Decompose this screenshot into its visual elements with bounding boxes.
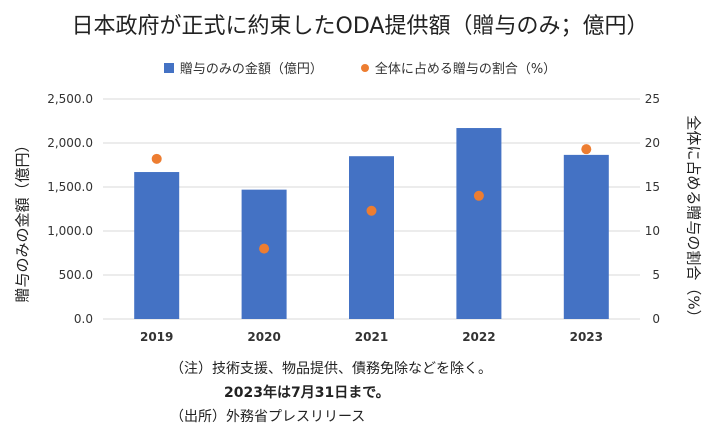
y-tick-label-right: 25 xyxy=(645,92,660,106)
y-tick-label-left: 0.0 xyxy=(74,312,93,326)
bar xyxy=(456,128,502,319)
x-tick-label: 2022 xyxy=(462,330,495,344)
legend-item-dots: 全体に占める贈与の割合（%） xyxy=(360,58,557,77)
legend-label-bars: 贈与のみの金額（億円） xyxy=(179,62,323,77)
y-tick-label-right: 10 xyxy=(645,224,660,238)
chart-title: 日本政府が正式に約束したODA提供額（贈与のみ；億円） xyxy=(71,14,649,39)
bar xyxy=(241,189,287,319)
scatter-point xyxy=(151,153,162,164)
y-tick-label-right: 5 xyxy=(652,268,660,282)
y-tick-label-left: 1,000.0 xyxy=(47,224,93,238)
y-tick-label-right: 15 xyxy=(645,180,660,194)
scatter-point xyxy=(366,205,377,216)
x-tick-label: 2020 xyxy=(247,330,280,344)
y-tick-label-left: 2,500.0 xyxy=(47,92,93,106)
scatter-point xyxy=(259,243,270,254)
x-tick-label: 2019 xyxy=(140,330,173,344)
bar xyxy=(349,156,394,319)
y-tick-label-left: 1,500.0 xyxy=(47,180,93,194)
y-tick-label-right: 20 xyxy=(645,136,660,150)
bar xyxy=(563,154,609,319)
note-exclusions: （注）技術支援、物品提供、債務免除などを除く。 xyxy=(170,361,492,377)
scatter-point xyxy=(473,190,484,201)
y-tick-label-right: 0 xyxy=(652,312,660,326)
y-tick-label-left: 2,000.0 xyxy=(47,136,93,150)
note-source: （出所）外務省プレスリリース xyxy=(170,409,366,425)
x-tick-label: 2021 xyxy=(355,330,388,344)
legend-swatch-dot xyxy=(360,63,369,72)
bar xyxy=(134,172,180,319)
chart-legend: 贈与のみの金額（億円） 全体に占める贈与の割合（%） xyxy=(0,58,720,77)
note-date: 2023年は7月31日まで。 xyxy=(224,385,390,401)
chart-notes: （注）技術支援、物品提供、債務免除などを除く。 2023年は7月31日まで。 （… xyxy=(170,357,492,429)
y-tick-label-left: 500.0 xyxy=(59,268,93,282)
legend-swatch-bar xyxy=(163,62,174,73)
x-tick-label: 2023 xyxy=(570,330,603,344)
scatter-point xyxy=(581,144,592,155)
legend-label-dots: 全体に占める贈与の割合（%） xyxy=(374,62,557,77)
legend-item-bars: 贈与のみの金額（億円） xyxy=(163,58,323,77)
